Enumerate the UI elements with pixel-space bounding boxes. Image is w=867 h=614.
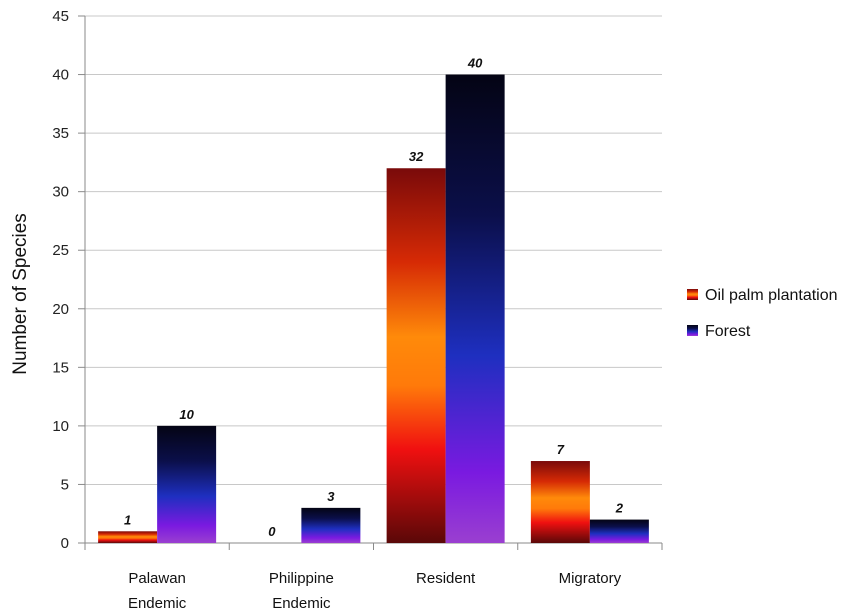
- y-axis-label: Number of Species: [10, 213, 31, 375]
- legend-label-forest: Forest: [705, 323, 751, 340]
- y-tick-label: 15: [52, 359, 69, 376]
- y-tick-label: 40: [52, 67, 69, 84]
- data-label: 3: [327, 489, 335, 504]
- x-tick-labels: Palawan Endemic Philippine Endemic Resident M…: [128, 570, 622, 612]
- bar-oil-palm: [386, 168, 446, 543]
- y-tick-label: 35: [52, 125, 69, 142]
- data-label: 40: [467, 56, 483, 71]
- data-label: 0: [268, 524, 276, 539]
- bars: [98, 74, 649, 544]
- bar-forest: [445, 74, 505, 544]
- data-label: 10: [179, 407, 194, 422]
- bar-forest: [157, 425, 217, 543]
- y-tick-label: 10: [52, 418, 69, 435]
- y-tick-label: 0: [61, 535, 69, 552]
- data-labels: 1 10 0 3 32 40 7 2: [124, 56, 624, 539]
- x-tick-label: Migratory: [559, 570, 622, 587]
- data-label: 1: [124, 512, 131, 527]
- x-tick-label: Philippine Endemic: [269, 570, 334, 612]
- y-tick-label: 25: [52, 242, 69, 259]
- y-tick-label: 45: [52, 8, 69, 25]
- x-tick-label: Resident: [416, 570, 476, 587]
- y-tick-labels: 0 5 10 15 20 25 30 35 40 45: [52, 8, 69, 552]
- bar-oil-palm: [530, 461, 590, 543]
- legend-swatch-forest: [687, 325, 698, 336]
- bar-forest: [589, 519, 649, 543]
- legend-label-oil-palm: Oil palm plantation: [705, 287, 838, 304]
- legend: Oil palm plantation Forest: [687, 287, 838, 340]
- bar-oil-palm: [98, 531, 158, 543]
- data-label: 7: [557, 442, 565, 457]
- y-tick-label: 20: [52, 301, 69, 318]
- y-tick-label: 30: [52, 184, 69, 201]
- bar-forest: [301, 507, 361, 543]
- data-label: 2: [615, 501, 624, 516]
- legend-swatch-oil-palm: [687, 289, 698, 300]
- x-tick-label: Palawan Endemic: [128, 570, 187, 612]
- y-tick-label: 5: [61, 476, 69, 493]
- data-label: 32: [409, 149, 424, 164]
